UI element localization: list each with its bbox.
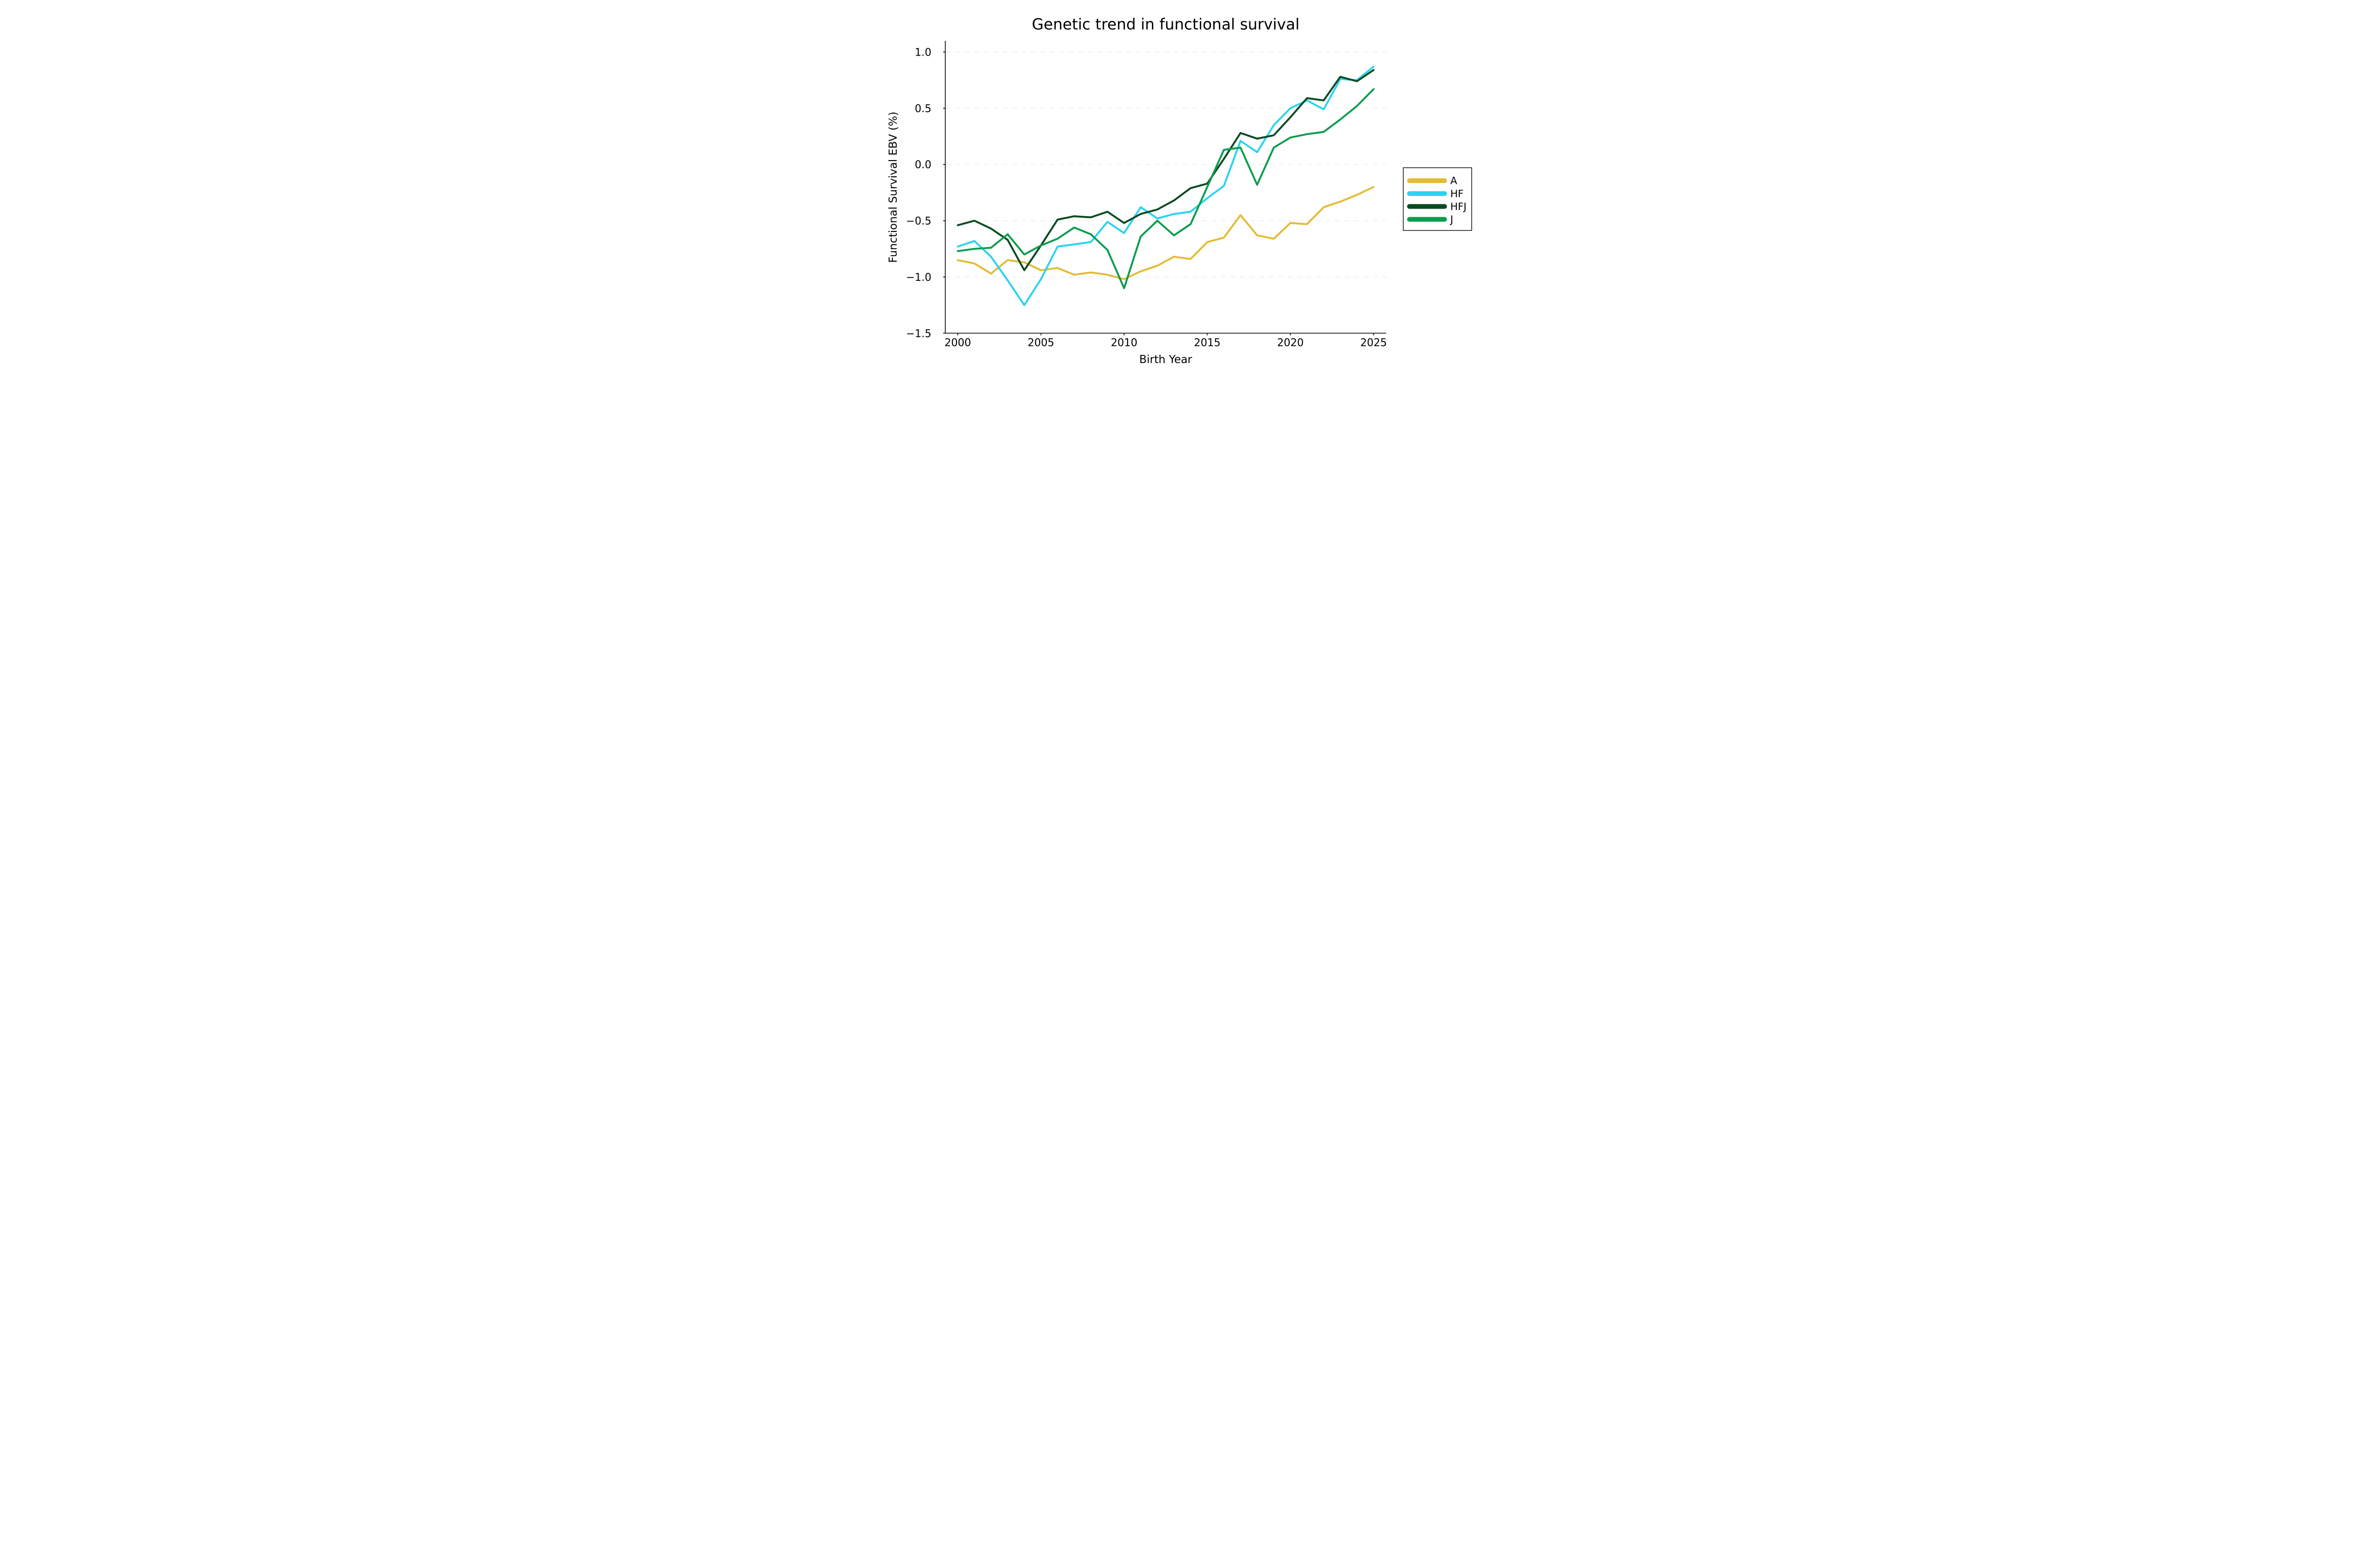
series-line-HF [957,66,1375,306]
y-tick-label: −1.0 [906,272,931,284]
x-tick-label: 2010 [1111,337,1138,349]
series-line-J [957,88,1375,289]
legend-label-HFJ: HFJ [1450,201,1466,212]
x-tick-label: 2005 [1028,337,1054,349]
tick-labels: 2000 2005 2010 2015 2020 2025 1.0 0.5 0.0 −0.5 −1.… [906,47,1387,349]
chart-canvas: 2000 2005 2010 2015 2020 2025 1.0 0.5 0.0 −0.5 −1.… [887,15,1472,366]
axes [943,40,1387,335]
legend-label-A: A [1450,175,1457,187]
y-tick-label: −1.5 [906,328,931,340]
x-tick-label: 2000 [945,337,971,349]
x-tick-label: 2020 [1277,337,1304,349]
series-line-HFJ [957,69,1375,271]
chart-figure: 2000 2005 2010 2015 2020 2025 1.0 0.5 0.0 −0.5 −1.… [867,0,1509,392]
gridlines [945,51,1387,277]
x-axis-label: Birth Year [1139,354,1192,366]
y-tick-label: 1.0 [915,47,931,59]
x-tick-label: 2015 [1194,337,1221,349]
x-tick-label: 2025 [1360,337,1387,349]
y-tick-label: −0.5 [906,216,931,228]
chart-title: Genetic trend in functional survival [1032,15,1299,33]
y-tick-label: 0.0 [915,159,931,171]
legend-label-J: J [1449,214,1453,225]
y-axis-label: Functional Survival EBV (%) [887,112,900,263]
series-line-A [957,186,1375,280]
legend-label-HF: HF [1450,188,1464,200]
series-lines [957,66,1375,306]
y-tick-label: 0.5 [915,103,931,115]
